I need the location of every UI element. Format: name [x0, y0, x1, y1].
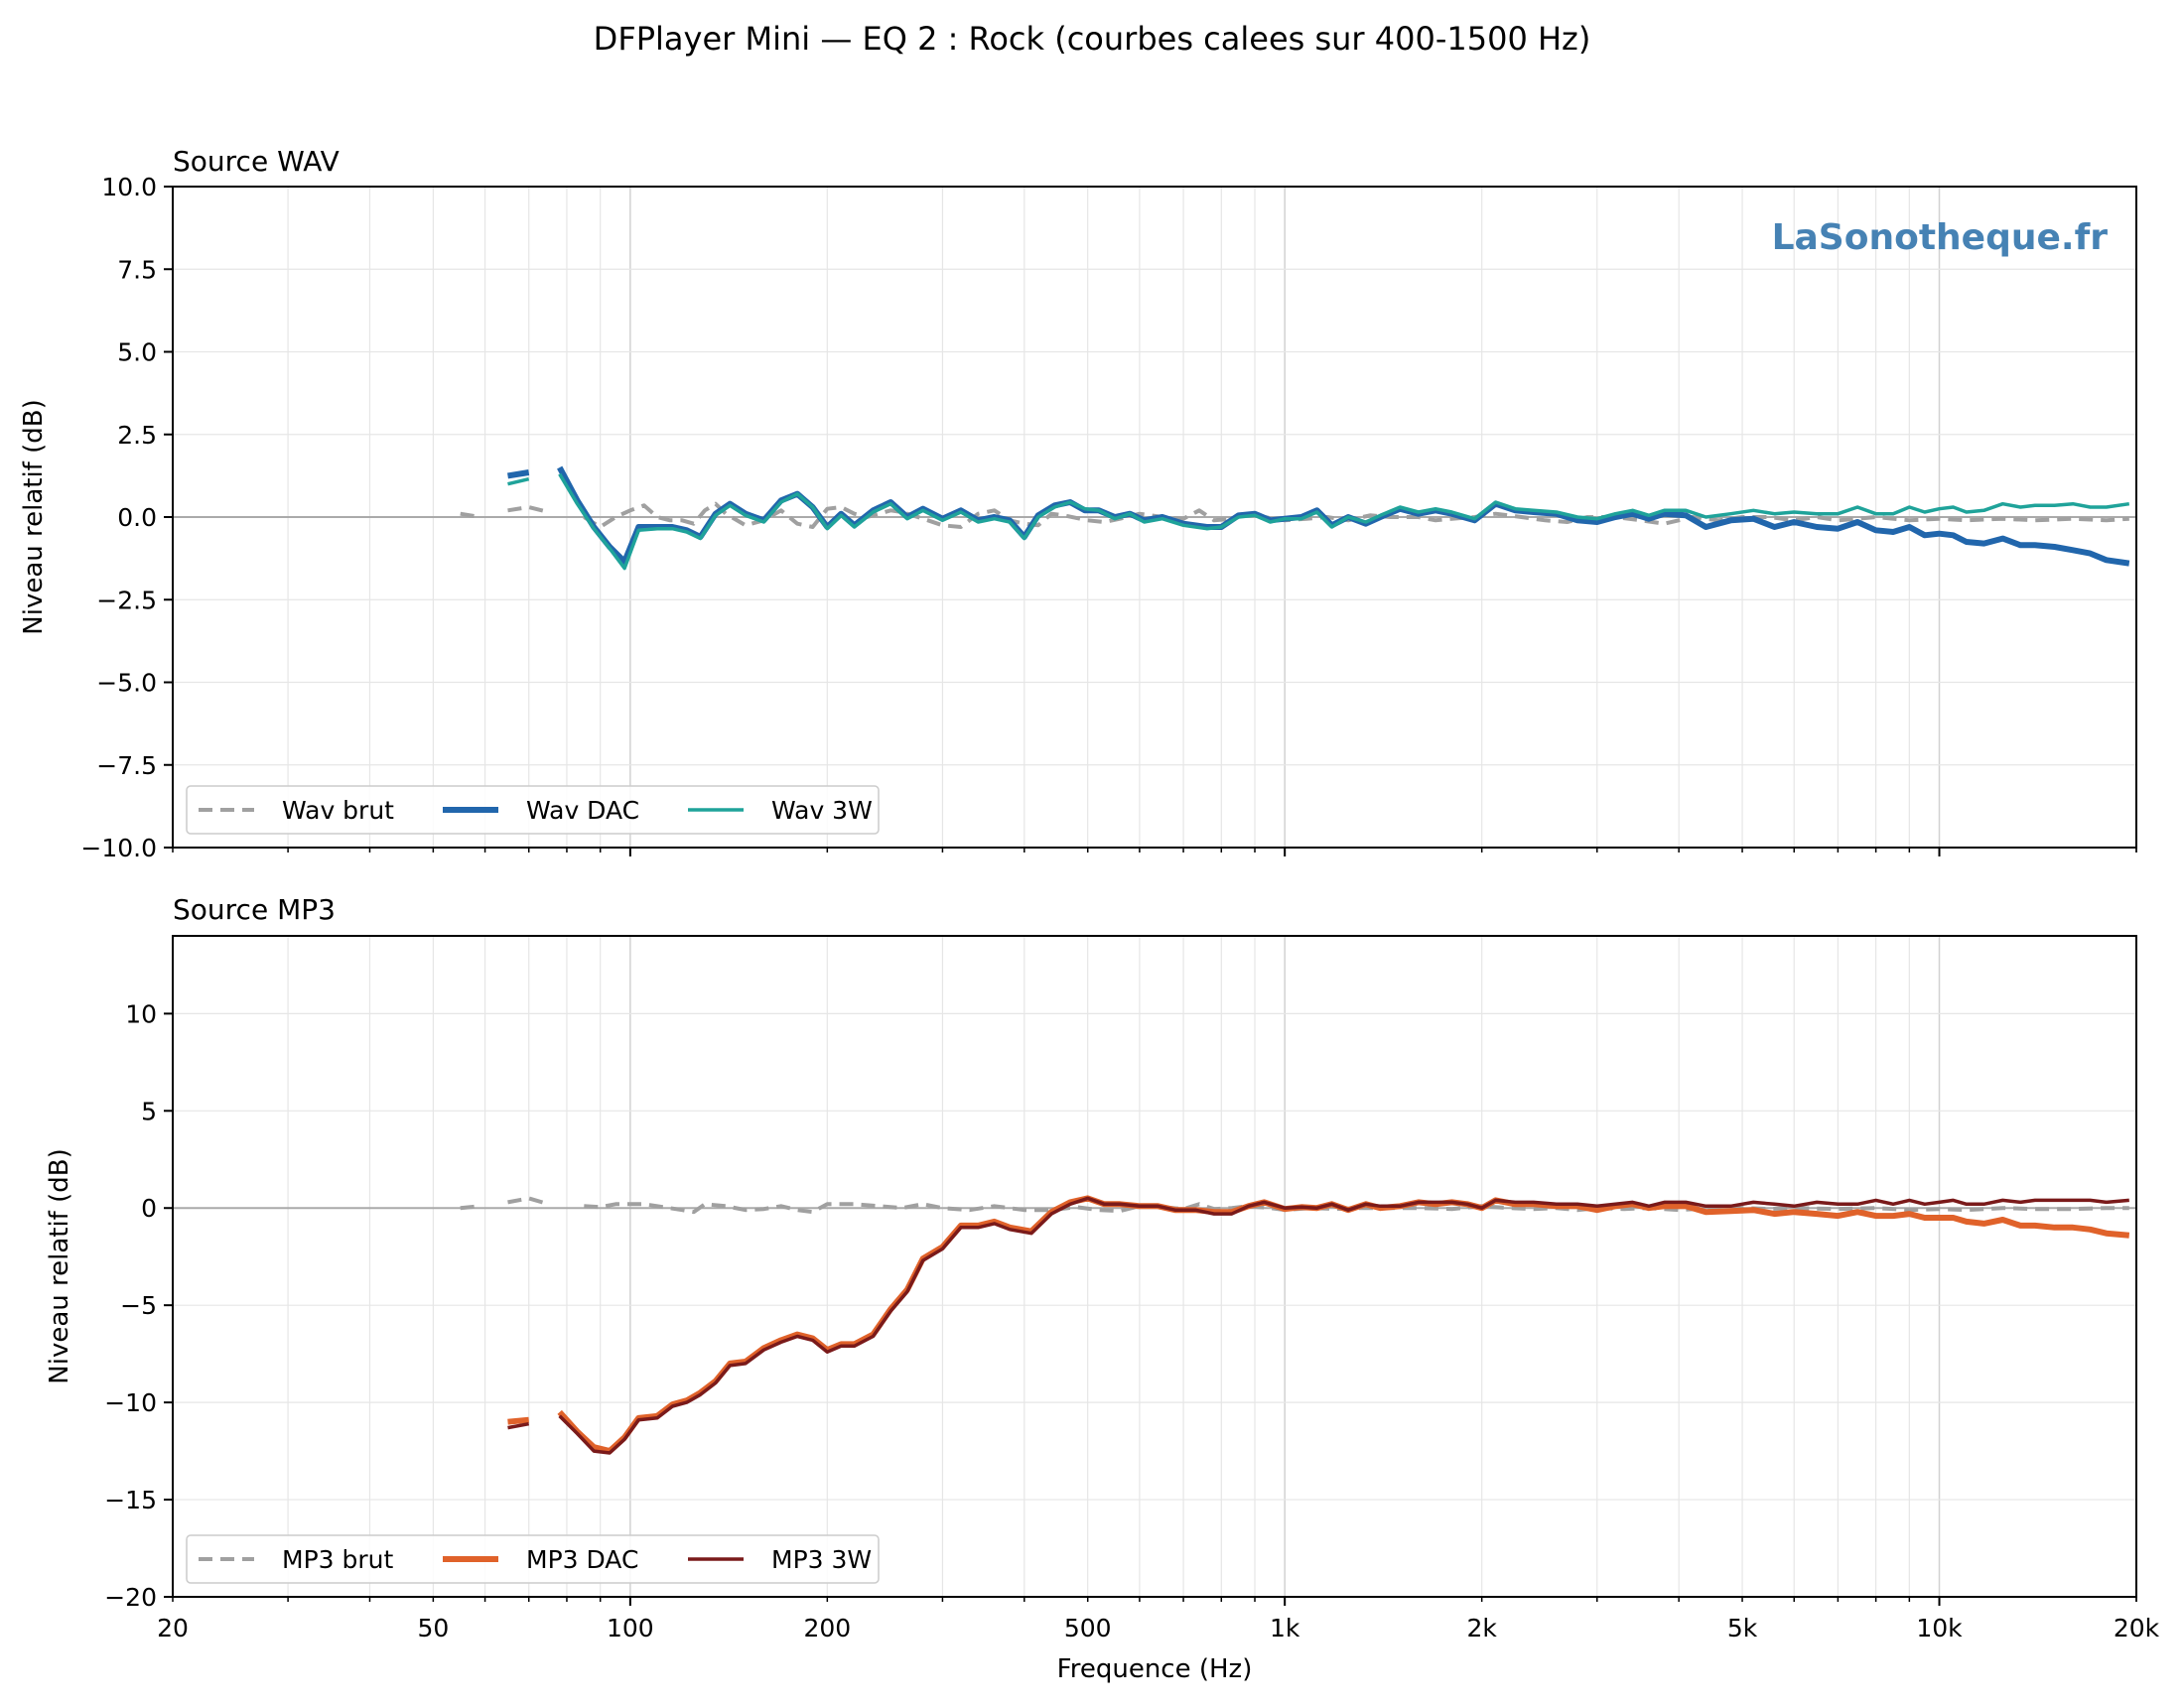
mp3-y-tick-label: −10	[104, 1388, 157, 1417]
wav-legend: Wav brut Wav DAC Wav 3W	[186, 785, 880, 835]
mp3-legend: MP3 brut MP3 DAC MP3 3W	[186, 1534, 880, 1584]
wav-x-ticks	[172, 848, 2137, 856]
mp3-y-axis-label: Niveau relatif (dB)	[45, 1148, 74, 1383]
mp3-x-tick-label: 2k	[1466, 1614, 1497, 1642]
mp3-legend-box	[186, 1534, 880, 1584]
mp3-axes-frame	[172, 935, 2137, 1598]
mp3-x-ticks: 20 50 100 200 500 1k 2k 5k 10k 20k	[157, 1597, 2160, 1642]
figure-title: DFPlayer Mini — EQ 2 : Rock (courbes cal…	[594, 20, 1591, 58]
mp3-series	[460, 1195, 2130, 1455]
wav-legend-box	[186, 785, 880, 835]
wav-y-tick-label: 7.5	[117, 255, 157, 284]
mp3-y-tick-label: −5	[120, 1291, 157, 1320]
mp3-panel: Source MP3 −20 −15 −10 −5 0 5 10 20 50 100 200 500…	[45, 893, 2160, 1642]
wav-series-line	[460, 501, 2129, 529]
mp3-x-tick-label: 1k	[1270, 1614, 1300, 1642]
wav-y-tick-label: 10.0	[101, 173, 157, 201]
mp3-y-ticks: −20 −15 −10 −5 0 5 10	[104, 999, 173, 1612]
mp3-y-tick-label: 10	[125, 999, 157, 1028]
mp3-x-tick-label: 20k	[2114, 1614, 2160, 1642]
mp3-series-line	[460, 1196, 2129, 1215]
wav-series	[460, 465, 2130, 571]
wav-y-tick-label: −2.5	[96, 586, 157, 614]
mp3-y-tick-label: 0	[141, 1194, 157, 1223]
mp3-x-tick-label: 10k	[1916, 1614, 1963, 1642]
mp3-x-tick-label: 5k	[1727, 1614, 1758, 1642]
wav-y-tick-label: 2.5	[117, 421, 157, 450]
x-axis-label: Frequence (Hz)	[1057, 1654, 1253, 1684]
mp3-y-tick-label: −15	[104, 1486, 157, 1514]
wav-series-line	[507, 472, 2130, 571]
watermark-text: LaSonotheque.fr	[1772, 217, 2109, 258]
wav-y-tick-label: −7.5	[96, 751, 157, 780]
wav-y-tick-label: 0.0	[117, 503, 157, 532]
wav-y-tick-label: 5.0	[117, 338, 157, 367]
wav-y-axis-label: Niveau relatif (dB)	[19, 399, 49, 634]
wav-y-ticks: −10.0 −7.5 −5.0 −2.5 0.0 2.5 5.0 7.5 10.0	[80, 173, 173, 862]
wav-panel: Source WAV LaSonotheque.fr −10.0 −7.5 −5.0…	[19, 145, 2137, 862]
wav-legend-label: Wav brut	[282, 796, 394, 825]
wav-y-tick-label: −10.0	[80, 834, 157, 862]
mp3-x-tick-label: 200	[803, 1614, 851, 1642]
wav-legend-label: Wav 3W	[771, 796, 873, 825]
wav-y-tick-label: −5.0	[96, 669, 157, 698]
mp3-y-tick-label: −20	[104, 1583, 157, 1612]
mp3-legend-label: MP3 brut	[282, 1545, 393, 1574]
mp3-panel-title: Source MP3	[173, 893, 336, 926]
mp3-x-tick-label: 20	[157, 1614, 189, 1642]
mp3-x-tick-label: 100	[607, 1614, 654, 1642]
mp3-y-tick-label: 5	[141, 1097, 157, 1125]
mp3-series-line	[507, 1196, 2129, 1455]
wav-legend-label: Wav DAC	[526, 796, 639, 825]
mp3-legend-label: MP3 3W	[771, 1545, 872, 1574]
mp3-x-tick-label: 500	[1064, 1614, 1112, 1642]
mp3-legend-label: MP3 DAC	[526, 1545, 638, 1574]
wav-panel-title: Source WAV	[173, 145, 340, 178]
mp3-x-tick-label: 50	[417, 1614, 449, 1642]
